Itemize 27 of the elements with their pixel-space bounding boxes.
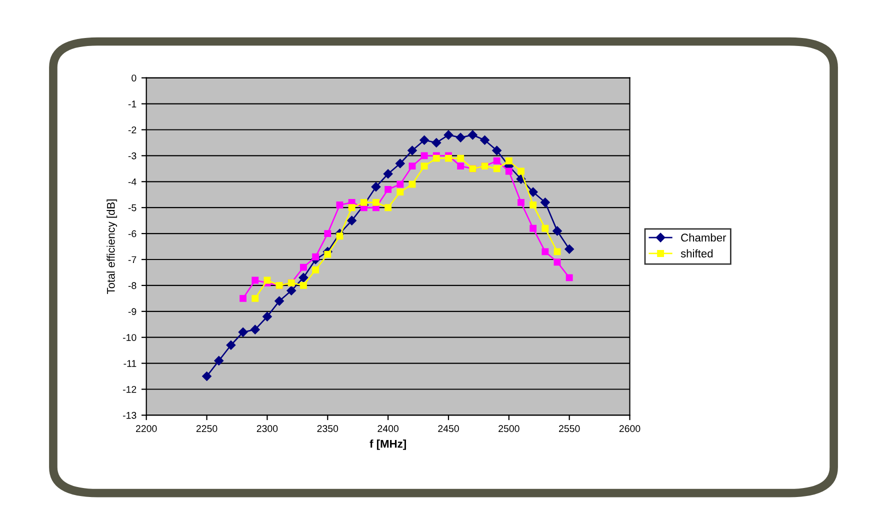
y-tick-label: -4 — [128, 178, 136, 186]
y-tick-label: 0 — [132, 74, 136, 82]
x-tick-label: 2400 — [378, 425, 398, 432]
x-axis-title: f [MHz] — [370, 440, 406, 450]
y-tick-label: -8 — [128, 282, 136, 290]
x-tick-label: 2600 — [619, 425, 640, 432]
y-tick-label: -5 — [128, 204, 136, 212]
x-tick-label: 2500 — [498, 425, 520, 432]
legend-label: Chamber — [681, 233, 726, 242]
x-tick-label: 2200 — [136, 425, 157, 432]
legend-label: shifted — [680, 249, 713, 258]
y-axis-title: Total efficiency [dB] — [106, 200, 118, 294]
y-tick-label: -13 — [123, 412, 136, 419]
x-tick-label: 2350 — [317, 425, 338, 432]
y-tick-label: -1 — [128, 100, 136, 108]
x-tick-label: 2450 — [438, 425, 459, 432]
y-tick-label: -10 — [123, 334, 136, 341]
y-tick-label: -6 — [128, 230, 136, 238]
x-tick-label: 2550 — [559, 425, 580, 432]
y-tick-label: -11 — [124, 360, 136, 367]
y-tick-label: -9 — [128, 308, 136, 316]
y-tick-label: -12 — [123, 386, 136, 393]
x-tick-label: 2250 — [196, 425, 218, 432]
y-tick-label: -2 — [128, 126, 136, 134]
x-tick-label: 2300 — [256, 425, 278, 432]
y-tick-label: -3 — [128, 152, 136, 160]
y-tick-label: -7 — [128, 256, 136, 264]
